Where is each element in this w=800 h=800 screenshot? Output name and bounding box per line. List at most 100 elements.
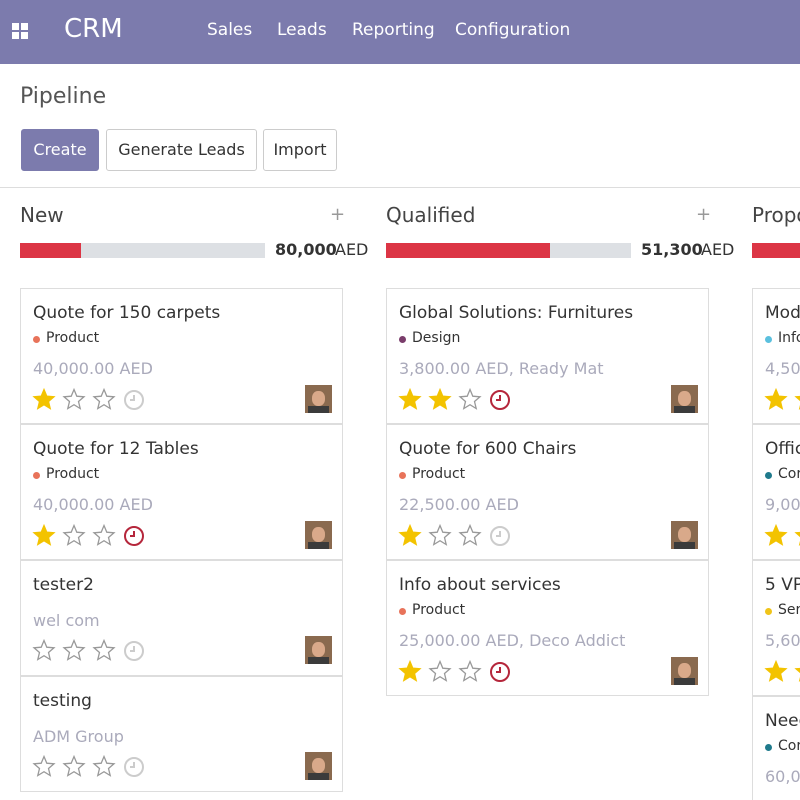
priority-stars[interactable] [32, 754, 116, 777]
star[interactable] [428, 659, 452, 682]
column-title: New [20, 203, 64, 227]
star[interactable] [92, 754, 116, 777]
priority-stars[interactable] [32, 387, 116, 410]
tag-dot [765, 608, 772, 615]
star[interactable] [32, 523, 56, 546]
card-subtitle: 9,00 [765, 495, 800, 514]
kanban-card[interactable]: Quote for 600 Chairs Product 22,500.00 AED [386, 424, 709, 560]
avatar-shirt [674, 678, 695, 685]
star[interactable] [428, 387, 452, 410]
card-tag: Product [46, 330, 100, 346]
activity-clock[interactable] [124, 757, 144, 777]
create-button[interactable]: Create [21, 129, 99, 171]
tag-dot [399, 608, 406, 615]
activity-clock[interactable] [490, 526, 510, 546]
star[interactable] [92, 387, 116, 410]
kanban-card[interactable]: testing ADM Group [20, 676, 343, 792]
star[interactable] [428, 523, 452, 546]
priority-stars[interactable] [764, 659, 800, 682]
menu-item[interactable]: Configuration [455, 20, 571, 40]
activity-clock[interactable] [124, 526, 144, 546]
add-card[interactable]: + [696, 204, 712, 225]
priority-row [398, 387, 510, 410]
kanban-card[interactable]: Need Cor 60,0 [752, 696, 800, 800]
star[interactable] [32, 754, 56, 777]
star[interactable] [32, 638, 56, 661]
priority-stars[interactable] [398, 523, 482, 546]
tag-dot [765, 744, 772, 751]
star[interactable] [764, 523, 788, 546]
activity-clock[interactable] [490, 662, 510, 682]
import-button[interactable]: Import [263, 129, 337, 171]
tag-dot [33, 472, 40, 479]
priority-stars[interactable] [32, 638, 116, 661]
kanban-card[interactable]: Global Solutions: Furnitures Design 3,800.… [386, 288, 709, 424]
star[interactable] [92, 638, 116, 661]
star[interactable] [62, 754, 86, 777]
activity-clock[interactable] [124, 390, 144, 410]
priority-stars[interactable] [398, 659, 482, 682]
card-title: tester2 [33, 575, 94, 595]
avatar-face [678, 391, 691, 406]
avatar-shirt [674, 406, 695, 413]
star[interactable] [764, 387, 788, 410]
activity-clock[interactable] [124, 641, 144, 661]
star[interactable] [458, 659, 482, 682]
priority-row [32, 523, 144, 546]
menu-item[interactable]: Reporting [352, 20, 435, 40]
kanban-card[interactable]: Info about services Product 25,000.00 AED,… [386, 560, 709, 696]
priority-stars[interactable] [764, 523, 800, 546]
card-subtitle: 60,0 [765, 767, 800, 786]
kanban-card[interactable]: Quote for 150 carpets Product 40,000.00 AE… [20, 288, 343, 424]
tag-dot [399, 336, 406, 343]
kanban-card[interactable]: Quote for 12 Tables Product 40,000.00 AED [20, 424, 343, 560]
priority-stars[interactable] [398, 387, 482, 410]
priority-stars[interactable] [764, 387, 800, 410]
progress-track [752, 243, 800, 258]
card-title: Global Solutions: Furnitures [399, 303, 634, 323]
star[interactable] [794, 390, 800, 410]
star[interactable] [764, 659, 788, 682]
app-name[interactable]: CRM [64, 14, 123, 44]
card-tag: Design [412, 330, 461, 346]
menu-item[interactable]: Leads [277, 20, 327, 40]
page-title: Pipeline [20, 84, 107, 109]
star[interactable] [32, 387, 56, 410]
progress-fill [386, 243, 551, 258]
generate-leads-button[interactable]: Generate Leads [106, 129, 257, 171]
add-card[interactable]: + [330, 204, 346, 225]
star[interactable] [794, 662, 800, 682]
star[interactable] [458, 387, 482, 410]
kanban-card[interactable]: Offic Cor 9,00 [752, 424, 800, 560]
tag-dot [765, 472, 772, 479]
priority-stars[interactable] [32, 523, 116, 546]
avatar [305, 636, 332, 664]
card-tag: Ser [778, 602, 800, 618]
star[interactable] [398, 659, 422, 682]
avatar [305, 521, 332, 549]
activity-clock[interactable] [490, 390, 510, 410]
priority-row [764, 523, 800, 546]
star[interactable] [794, 526, 800, 546]
progress-track [386, 243, 631, 258]
kanban-card[interactable]: Mode Info 4,50 [752, 288, 800, 424]
star[interactable] [62, 638, 86, 661]
star[interactable] [62, 387, 86, 410]
menu-item[interactable]: Sales [207, 20, 253, 40]
priority-row [764, 387, 800, 410]
card-tag: Product [412, 602, 466, 618]
kanban-card[interactable]: tester2 wel com [20, 560, 343, 676]
priority-row [32, 638, 144, 661]
card-title: Quote for 12 Tables [33, 439, 199, 459]
star[interactable] [62, 523, 86, 546]
card-title: Mode [765, 303, 800, 323]
apps-icon[interactable] [12, 23, 28, 39]
star[interactable] [92, 523, 116, 546]
card-tag: Cor [778, 466, 800, 482]
column-title: Qualified [386, 203, 476, 227]
progress-track [20, 243, 265, 258]
star[interactable] [458, 523, 482, 546]
star[interactable] [398, 523, 422, 546]
star[interactable] [398, 387, 422, 410]
kanban-card[interactable]: 5 VP Ser 5,60 [752, 560, 800, 696]
